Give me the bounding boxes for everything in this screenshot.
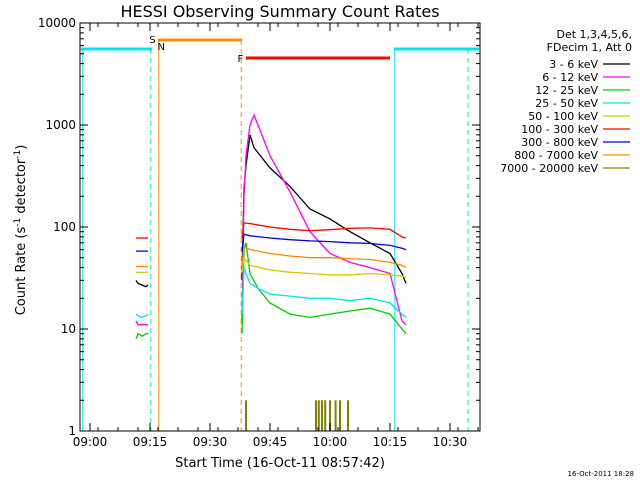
legend-entry-label: 3 - 6 keV [549, 58, 598, 71]
x-tick-label: 10:30 [433, 435, 468, 449]
legend-entry-label: 25 - 50 keV [535, 97, 598, 110]
y-axis-label: Count Rate (s-1 detector-1) [13, 145, 29, 316]
plot-decorations: SN F [81, 35, 479, 431]
x-axis-ticks: 09:00 09:15 09:30 09:45 10:00 10:15 10:30 [73, 23, 479, 449]
series-line-6 [241, 222, 407, 239]
y-axis-label-sup2: -1 [13, 150, 23, 159]
series-line-5 [241, 256, 407, 279]
legend-entry-label: 50 - 100 keV [528, 110, 598, 123]
legend-entry-label: 7000 - 20000 keV [500, 162, 598, 175]
chart-title: HESSI Observing Summary Count Rates [120, 2, 439, 21]
series-line-2 [241, 113, 407, 326]
series-line-4 [241, 267, 407, 318]
x-tick-label: 10:00 [313, 435, 348, 449]
y-axis-label-main: Count Rate (s [14, 227, 29, 316]
plot-frame [79, 22, 481, 432]
x-tick-label: 09:00 [73, 435, 108, 449]
legend-header-line-2: FDecim 1, Att 0 [547, 41, 632, 54]
y-axis-label-mid: detector [14, 158, 29, 218]
series-line-7 [241, 233, 407, 252]
legend-entry-label: 12 - 25 keV [535, 84, 598, 97]
footer-timestamp: 16-Oct-2011 18:28 [568, 470, 634, 478]
x-tick-label: 09:30 [193, 435, 228, 449]
y-axis-ticks: 1 10 100 1000 10000 [38, 16, 480, 438]
flag-s-label: S [149, 35, 155, 46]
y-tick-label: 100 [53, 220, 76, 234]
series-line-3 [135, 332, 148, 340]
series-line-1 [135, 279, 149, 288]
legend-entry-label: 300 - 800 keV [521, 136, 598, 149]
series-line-2 [135, 320, 148, 326]
legend-entry-label: 100 - 300 keV [521, 123, 598, 136]
y-tick-label: 10 [61, 322, 76, 336]
x-tick-label: 10:15 [373, 435, 408, 449]
series-line-1 [241, 134, 407, 284]
series-line-3 [241, 242, 407, 335]
series-line-8 [241, 245, 407, 269]
y-axis-label-sup1: -1 [13, 218, 23, 227]
flag-f-label: F [238, 54, 244, 65]
series-line-4 [135, 313, 149, 319]
legend-entry-label: 800 - 7000 keV [514, 149, 598, 162]
x-axis-label: Start Time (16-Oct-11 08:57:42) [175, 456, 385, 471]
y-tick-label: 1 [68, 424, 76, 438]
legend: Det 1,3,4,5,6, FDecim 1, Att 0 3 - 6 keV… [500, 28, 632, 175]
flag-n-label: N [157, 42, 164, 53]
series-layer [135, 113, 407, 431]
legend-header-line-1: Det 1,3,4,5,6, [556, 28, 632, 41]
x-tick-label: 09:15 [133, 435, 168, 449]
y-axis-label-end: ) [14, 145, 29, 150]
x-tick-label: 09:45 [253, 435, 288, 449]
y-tick-label: 1000 [45, 118, 76, 132]
legend-entry-label: 6 - 12 keV [542, 71, 598, 84]
y-tick-label: 10000 [38, 16, 76, 30]
